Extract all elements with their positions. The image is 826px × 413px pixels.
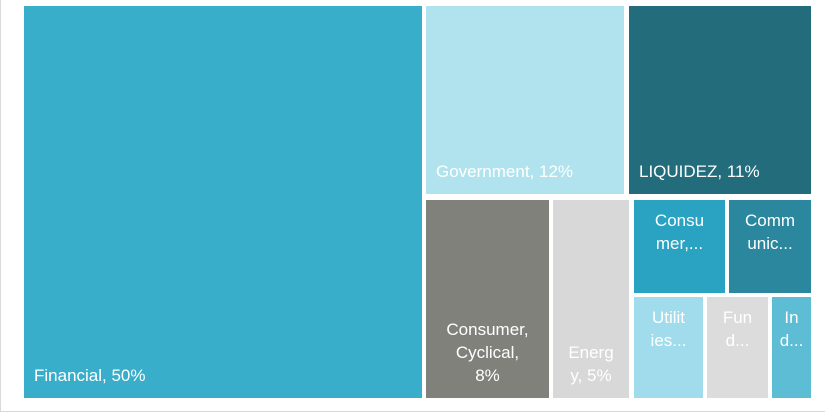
tile-label-industrial: In d...: [779, 308, 804, 350]
tile-label-funds: Fun d...: [722, 308, 753, 350]
tile-communications: Comm unic...: [729, 200, 811, 293]
tile-label-communications: Comm unic...: [744, 211, 796, 253]
tile-liquidez: LIQUIDEZ, 11%: [629, 6, 811, 194]
tile-funds: Fun d...: [707, 297, 768, 398]
tile-label-financial: Financial, 50%: [34, 366, 146, 386]
tile-label-consumer: Consu mer,...: [654, 211, 705, 253]
tile-government: Government, 12%: [426, 6, 624, 194]
tile-label-liquidez: LIQUIDEZ, 11%: [639, 162, 760, 182]
tile-label-energy: Energ y, 5%: [568, 343, 614, 386]
tile-utilities: Utilit ies...: [634, 297, 703, 398]
tile-label-government: Government, 12%: [436, 162, 574, 182]
tile-consumer: Consu mer,...: [634, 200, 725, 293]
tile-industrial: In d...: [772, 297, 811, 398]
tile-financial: Financial, 50%: [24, 6, 422, 398]
tile-label-utilities: Utilit ies...: [650, 308, 687, 350]
tile-energy: Energ y, 5%: [553, 200, 629, 398]
tile-label-consumer-cyclical: Consumer, Cyclical, 8%: [446, 320, 529, 386]
tile-consumer-cyclical: Consumer, Cyclical, 8%: [426, 200, 549, 398]
